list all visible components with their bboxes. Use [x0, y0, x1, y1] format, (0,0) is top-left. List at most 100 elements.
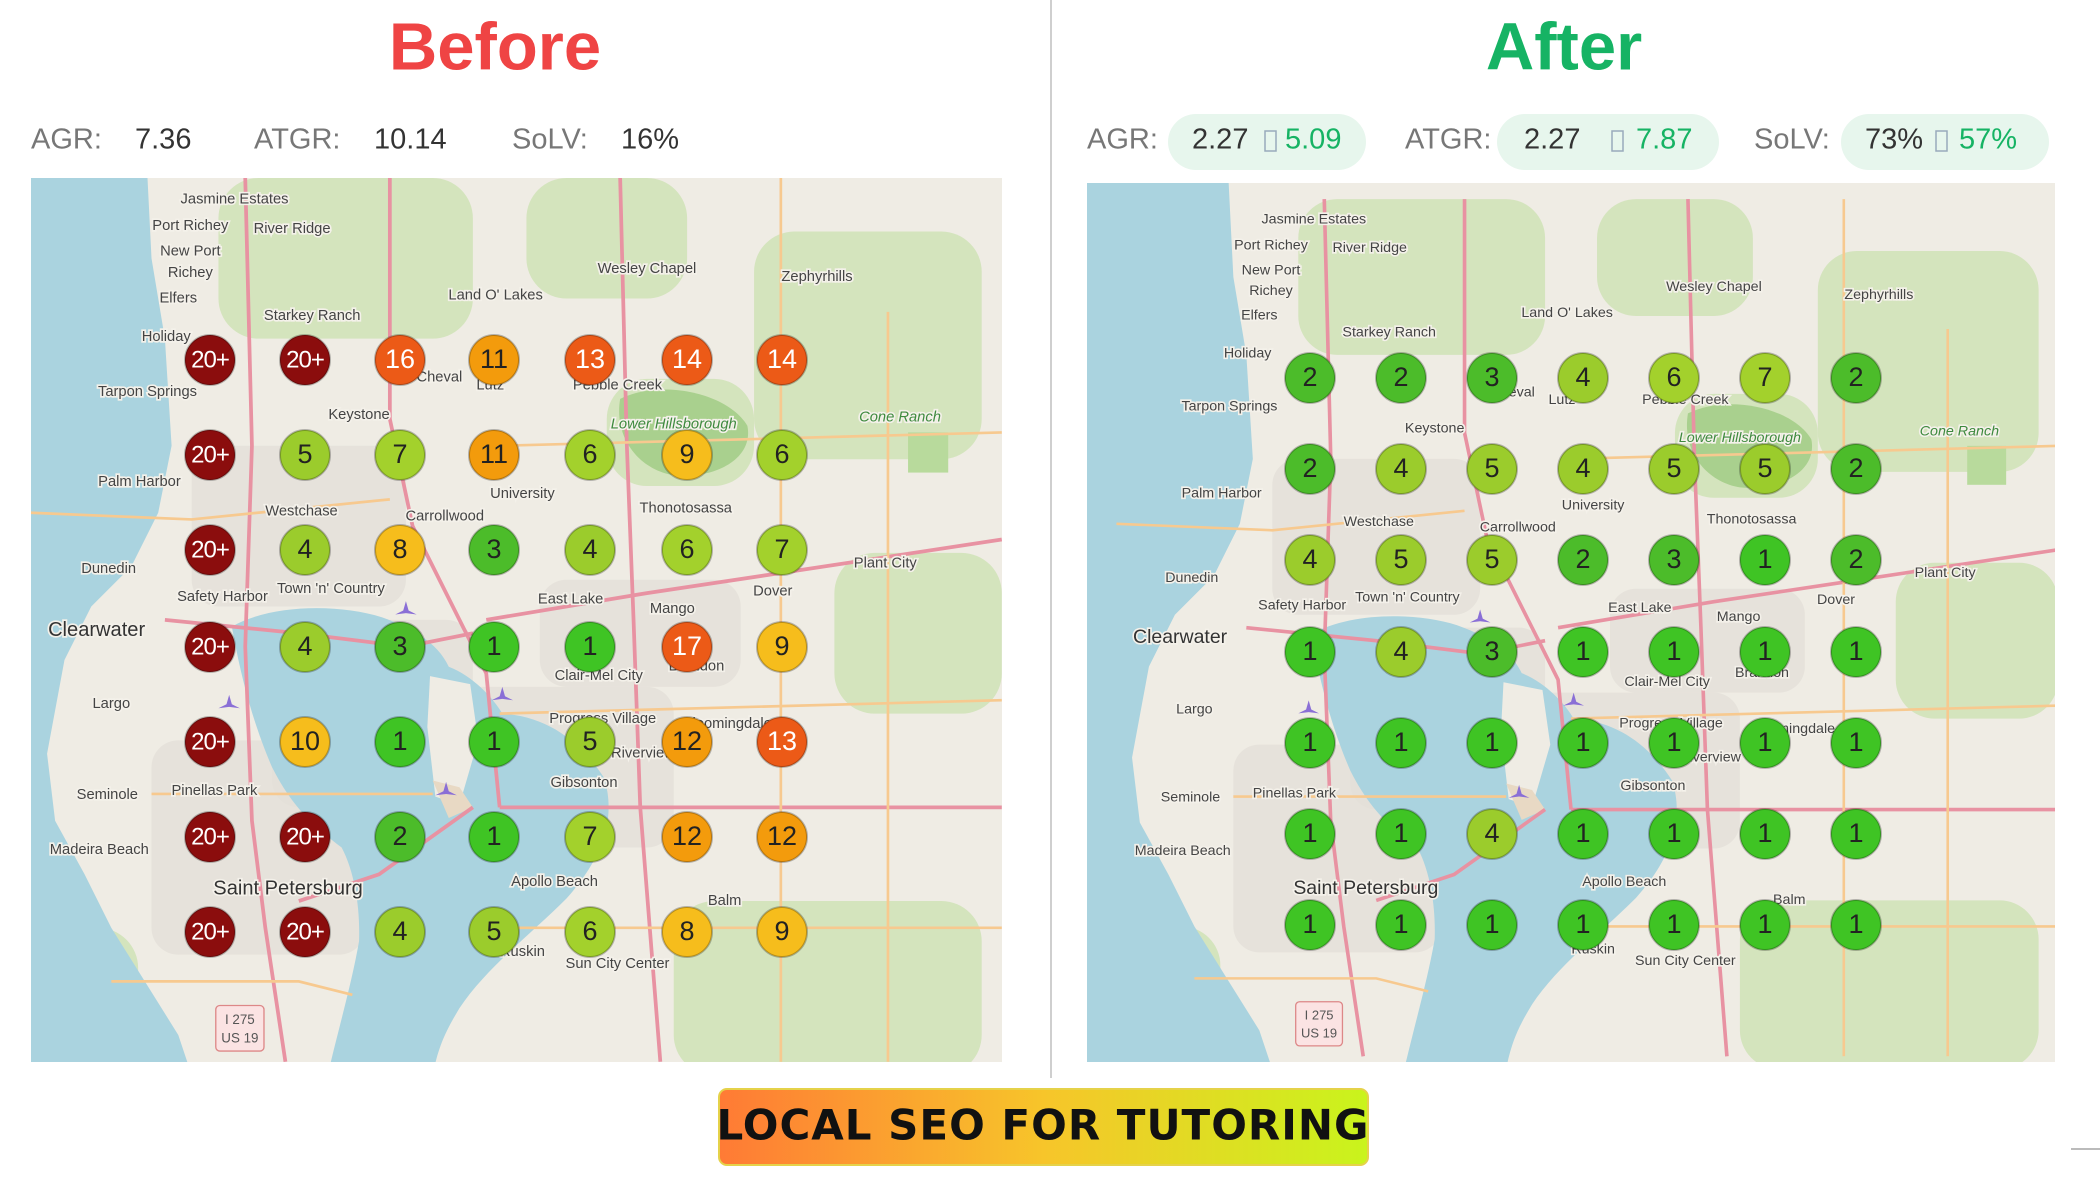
rank-label: 1 — [1666, 818, 1681, 848]
highway — [1557, 548, 2055, 630]
place-label: Elfers — [1241, 308, 1277, 324]
rank-label: 2 — [1302, 453, 1317, 483]
rank-label: 5 — [1484, 544, 1499, 574]
rank-label: 20+ — [191, 346, 229, 373]
place-label: East Lake — [538, 592, 603, 608]
rank-pin — [1466, 899, 1518, 951]
road — [1571, 444, 2055, 461]
road — [1571, 704, 2055, 720]
rank-label: 1 — [486, 631, 501, 661]
rank-pin — [1648, 717, 1700, 769]
rank-pin — [279, 334, 331, 386]
route-label: US 19 — [221, 1031, 258, 1046]
rank-label: 20+ — [191, 823, 229, 850]
woodland — [218, 178, 473, 339]
rank-label: 3 — [1484, 636, 1499, 666]
place-label: Thonotosassa — [1707, 512, 1797, 528]
rank-label: 2 — [1848, 362, 1863, 392]
rank-pin — [1557, 443, 1609, 495]
rank-pin — [184, 429, 236, 481]
place-label: Dover — [1817, 592, 1855, 608]
metric-from: 2.27 — [1524, 124, 1580, 156]
rank-pin — [756, 429, 808, 481]
rank-pin — [1739, 352, 1791, 404]
woodland — [834, 552, 1002, 714]
place-label: River Ridge — [254, 221, 331, 237]
rank-pin — [661, 716, 713, 768]
rank-label: 4 — [582, 534, 597, 564]
rank-pin — [564, 716, 616, 768]
rank-pin — [756, 334, 808, 386]
place-label: Seminole — [77, 787, 138, 803]
map-layer: Jasmine Estates Port Richey River Ridge New… — [31, 178, 1002, 1062]
rank-pin — [468, 429, 520, 481]
rank-label: 1 — [1575, 636, 1590, 666]
route-shield — [215, 1004, 265, 1052]
place-label: Keystone — [1405, 421, 1465, 437]
rank-pin — [1830, 534, 1882, 586]
rank-label: 1 — [1393, 727, 1408, 757]
rank-pin — [1284, 717, 1336, 769]
rank-label: 4 — [392, 916, 407, 946]
rank-label: 1 — [1666, 909, 1681, 939]
rank-label: 20+ — [286, 918, 324, 945]
rank-pin — [756, 716, 808, 768]
rank-label: 20+ — [191, 918, 229, 945]
rank-label: 1 — [1757, 818, 1772, 848]
place-label: Plant City — [854, 556, 918, 572]
place-label: Carrollwood — [405, 509, 484, 525]
rank-pin — [1648, 626, 1700, 678]
rank-pin — [661, 906, 713, 958]
rank-pin — [374, 811, 426, 863]
rank-pin — [1466, 626, 1518, 678]
metric-pill — [1497, 114, 1719, 170]
rank-pin — [1284, 443, 1336, 495]
rank-pin — [661, 334, 713, 386]
rank-pin — [1466, 808, 1518, 860]
rank-pin — [1466, 352, 1518, 404]
rank-label: 1 — [1848, 818, 1863, 848]
rank-pin — [1284, 899, 1336, 951]
place-label: Cone Ranch — [859, 410, 941, 426]
route-shield — [1295, 1001, 1344, 1047]
rank-label: 6 — [774, 439, 789, 469]
rank-label: 2 — [1848, 544, 1863, 574]
airport — [491, 686, 514, 701]
rank-label: 1 — [1484, 727, 1499, 757]
rank-label: 9 — [679, 439, 694, 469]
rank-pin — [756, 811, 808, 863]
rank-label: 20+ — [191, 633, 229, 660]
rank-label: 1 — [1393, 909, 1408, 939]
rank-pin — [468, 334, 520, 386]
woodland — [1817, 251, 2039, 472]
rank-pin — [564, 906, 616, 958]
rank-pin — [1648, 443, 1700, 495]
rank-pin — [1557, 352, 1609, 404]
interbay — [427, 676, 479, 805]
place-label: Starkey Ranch — [264, 308, 361, 324]
place-label: Jasmine Estates — [1262, 212, 1367, 228]
rank-label: 5 — [486, 916, 501, 946]
woodland — [1739, 900, 2039, 1062]
airport — [1298, 700, 1320, 714]
rank-pin — [564, 811, 616, 863]
rank-label: 4 — [297, 534, 312, 564]
rank-label: 4 — [1484, 818, 1499, 848]
rank-label: 1 — [1575, 727, 1590, 757]
place-label: Wesley Chapel — [598, 261, 697, 277]
metric-pill — [1168, 114, 1366, 170]
airport — [218, 694, 240, 709]
rank-pin — [1375, 899, 1427, 951]
metric-to: 5.09 — [1285, 124, 1341, 156]
rank-pin — [1284, 808, 1336, 860]
rank-label: 4 — [1393, 453, 1408, 483]
rank-pin — [1284, 534, 1336, 586]
rank-label: 1 — [1848, 909, 1863, 939]
place-label: Dunedin — [81, 561, 136, 577]
rank-pin — [1466, 717, 1518, 769]
rank-pin — [184, 716, 236, 768]
rank-label: 8 — [679, 916, 694, 946]
rank-pin — [756, 621, 808, 673]
gulf — [31, 178, 188, 1062]
rank-pin — [1648, 534, 1700, 586]
